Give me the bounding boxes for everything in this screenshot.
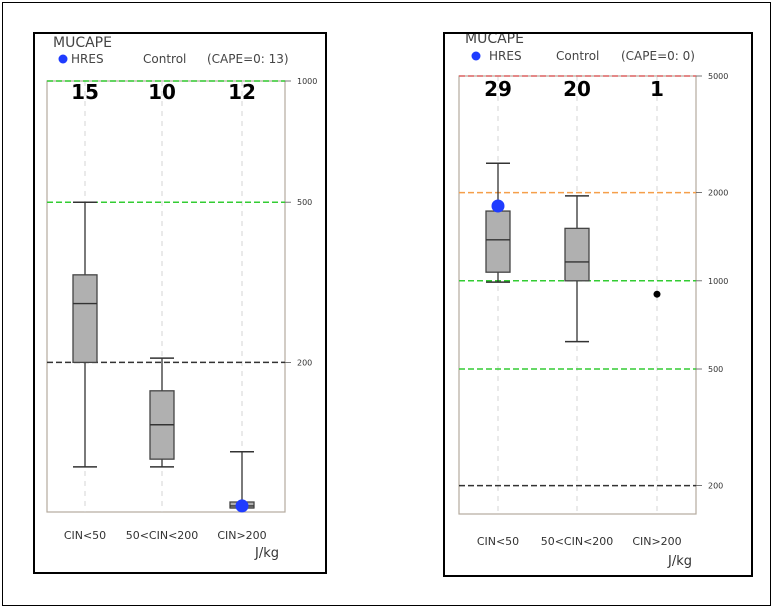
legend-marker-0: [471, 51, 481, 61]
y-tick-label-1: 500: [708, 365, 723, 374]
sample-count-2: 12: [228, 80, 256, 104]
sample-count-0: 15: [71, 80, 99, 104]
data-point-1: [653, 290, 661, 298]
y-tick-label-0: 200: [297, 358, 312, 367]
chart-title: MUCAPE: [53, 35, 112, 51]
sample-count-2: 1: [650, 77, 664, 101]
y-tick-label-3: 2000: [708, 189, 728, 198]
legend-entry-0: HRES: [489, 49, 522, 63]
legend-entry-2: (CAPE=0: 0): [621, 49, 695, 63]
sample-count-1: 10: [148, 80, 176, 104]
box-0: [485, 210, 511, 273]
y-tick-label-2: 1000: [708, 277, 728, 286]
y-tick-label-1: 500: [297, 198, 312, 207]
legend-entry-2: (CAPE=0: 13): [207, 52, 289, 66]
x-tick-label-1: 50<CIN<200: [126, 529, 199, 542]
chart-panel-left: MUCAPE HRES Control (CAPE=0: 13) 200 500 1000 1…: [33, 32, 327, 574]
x-tick-label-1: 50<CIN<200: [541, 535, 614, 548]
y-tick-label-4: 5000: [708, 72, 728, 81]
legend-entry-1: Control: [556, 49, 599, 63]
box-1: [564, 227, 590, 282]
legend-marker-0: [58, 54, 68, 64]
data-point-0: [491, 199, 505, 213]
chart-title: MUCAPE: [465, 34, 524, 47]
x-tick-label-0: CIN<50: [477, 535, 519, 548]
sample-count-0: 29: [484, 77, 512, 101]
x-axis-unit: J/kg: [254, 546, 279, 561]
y-tick-label-2: 1000: [297, 77, 317, 86]
y-tick-label-0: 200: [708, 482, 723, 491]
chart-panel-right: MUCAPE HRES Control (CAPE=0: 0) 200 500 1000 20…: [443, 32, 753, 577]
legend-entry-1: Control: [143, 52, 186, 66]
chart-right: MUCAPE HRES Control (CAPE=0: 0) 200 500 1000 20…: [458, 34, 728, 569]
sample-count-1: 20: [563, 77, 591, 101]
box-0: [72, 274, 98, 364]
x-tick-label-2: CIN>200: [632, 535, 681, 548]
data-point-0: [235, 499, 249, 513]
x-tick-label-2: CIN>200: [217, 529, 266, 542]
legend-entry-0: HRES: [71, 52, 104, 66]
x-tick-label-0: CIN<50: [64, 529, 106, 542]
x-axis-unit: J/kg: [667, 554, 692, 569]
